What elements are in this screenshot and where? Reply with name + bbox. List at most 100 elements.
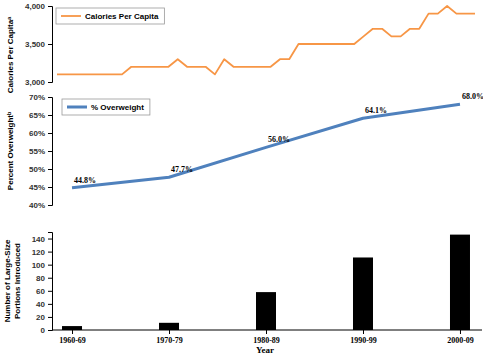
legend-swatch [67,106,87,109]
y-tick: 0 [41,326,52,335]
x-axis: 1960-69 1970-79 1980-89 1990-99 2000-09 [52,330,482,345]
y-tick-mark [48,205,52,206]
chart-svg: 3,000 3,500 4,000 Calories Per Capita Calori… [0,0,483,356]
panel-2: 0204060801001201401960-691970-791980-891… [3,233,482,356]
bar [256,292,276,330]
x-tick-label: 2000-09 [447,336,474,345]
y-tick-label: 45% [29,183,45,192]
y-tick-mark [48,265,52,266]
x-tick: 1960-69 [59,330,86,345]
y-tick-mark [48,187,52,188]
legend-swatch [61,15,81,17]
y-tick: 45% [29,183,52,192]
legend-frame [56,8,164,24]
legend: % Overweight [62,99,150,115]
y-tick: 3,000 [25,78,52,87]
legend-frame [62,99,150,115]
legend: Calories Per Capita [56,8,164,24]
line [72,104,460,188]
y-tick: 140 [32,235,52,244]
data-label: 64.1% [365,106,387,115]
y-tick-mark [48,317,52,318]
y-tick-mark [48,252,52,253]
y-axis-title: Portions Introduced [13,243,22,319]
y-tick-mark [48,82,52,83]
y-axis: 0 20 40 60 80 100 120 140 [32,233,53,336]
x-tick-mark [169,330,170,334]
y-tick-label: 120 [32,248,46,257]
y-tick-mark [48,291,52,292]
y-tick-label: 100 [32,261,46,270]
y-tick: 60 [36,287,52,296]
y-axis-line [48,98,53,206]
y-tick: 100 [32,261,52,270]
y-tick: 80 [36,274,52,283]
y-tick-mark [48,304,52,305]
y-tick: 60% [29,129,52,138]
x-tick-mark [72,330,73,334]
x-tick-label: 1960-69 [59,336,86,345]
y-tick-label: 40% [29,201,45,210]
x-tick-mark [266,330,267,334]
bar [62,326,82,330]
x-tick-mark [363,330,364,334]
legend-label: % Overweight [91,103,144,112]
y-tick: 40% [29,201,52,210]
x-tick: 1990-99 [350,330,377,345]
y-tick: 70% [29,93,52,102]
y-tick-mark [48,6,52,7]
y-tick: 120 [32,248,52,257]
x-tick-label: 1970-79 [156,336,183,345]
x-tick-label: 1990-99 [350,336,377,345]
y-tick-mark [48,151,52,152]
y-tick: 20 [36,313,52,322]
y-tick-mark [48,44,52,45]
marks [57,6,475,74]
y-tick-mark [48,97,52,98]
y-tick: 40 [36,300,52,309]
y-tick-label: 3,500 [25,40,46,49]
bar [450,235,470,330]
x-tick: 1970-79 [156,330,183,345]
y-tick-mark [48,133,52,134]
y-tick: 50% [29,165,52,174]
panel-1: 40% 45% 50% 55% 60% 65% 70% 44.8% 47.7% 56.0% 64.1… [6,92,483,210]
y-axis-title: Number of Large-Size [3,239,12,322]
x-tick-mark [460,330,461,334]
y-tick-label: 65% [29,111,45,120]
y-tick-mark [48,278,52,279]
data-label: 68.0% [462,92,483,101]
y-tick-mark [48,115,52,116]
x-tick: 1980-89 [253,330,280,345]
data-label: 47.7% [171,165,193,174]
panel-0: 3,000 3,500 4,000 Calories Per Capita Calori… [6,2,475,93]
y-axis-title: Calories Per Capitaᵃ [6,17,15,93]
data-label: 56.0% [268,135,290,144]
y-tick: 3,500 [25,40,52,49]
y-tick-mark [48,239,52,240]
y-axis-line [48,7,53,83]
y-tick-label: 60 [36,287,45,296]
y-axis: 3,000 3,500 4,000 [25,2,53,87]
y-tick-label: 55% [29,147,45,156]
y-tick-label: 60% [29,129,45,138]
legend-label: Calories Per Capita [85,12,159,21]
y-axis: 40% 45% 50% 55% 60% 65% 70% [29,93,53,210]
y-tick-label: 3,000 [25,78,46,87]
bar [159,323,179,330]
y-tick-label: 70% [29,93,45,102]
marks [62,235,470,330]
y-tick-label: 140 [32,235,46,244]
x-tick-label: 1980-89 [253,336,280,345]
bar [353,257,373,330]
y-axis-title: Percent Overweightᵇ [6,112,15,190]
y-tick-label: 4,000 [25,2,46,11]
y-tick: 55% [29,147,52,156]
data-label: 44.8% [74,176,96,185]
y-axis-line [48,233,53,331]
y-tick: 65% [29,111,52,120]
y-tick-label: 80 [36,274,45,283]
y-tick-label: 20 [36,313,45,322]
line [57,6,475,74]
y-tick-mark [48,330,52,331]
